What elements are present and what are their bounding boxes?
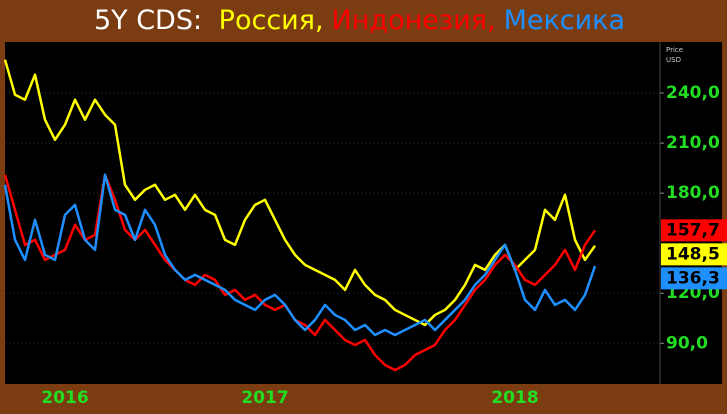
plot-background [5,42,722,384]
legend-entry: Мексика [503,5,626,36]
x-tick-label: 2018 [491,388,538,408]
last-value-label: 136,3 [666,268,720,288]
last-value-box [661,219,727,242]
y-tick-label: 210,0 [666,133,720,153]
x-tick-label: 2016 [41,388,88,408]
chart-title: 5Y CDS: Россия, Индонезия, Мексика [0,0,727,42]
last-value-label: 157,7 [666,220,720,240]
y-axis-label: Price [666,46,683,54]
data-line [3,59,597,327]
last-value-label: 148,5 [666,244,720,264]
x-axis-bar [0,384,727,414]
y-tick-label: 240,0 [666,83,720,103]
last-value-box [661,243,727,266]
y-axis-label: USD [666,56,681,64]
title-prefix: 5Y CDS: [93,5,203,36]
y-tick-label: 180,0 [666,183,720,203]
last-value-box [661,267,727,290]
x-tick-label: 2017 [241,388,288,408]
data-line [3,173,597,337]
legend-entry: Индонезия, [331,5,496,36]
legend-entry: Россия, [218,5,324,36]
y-tick-label: 90,0 [666,333,708,353]
